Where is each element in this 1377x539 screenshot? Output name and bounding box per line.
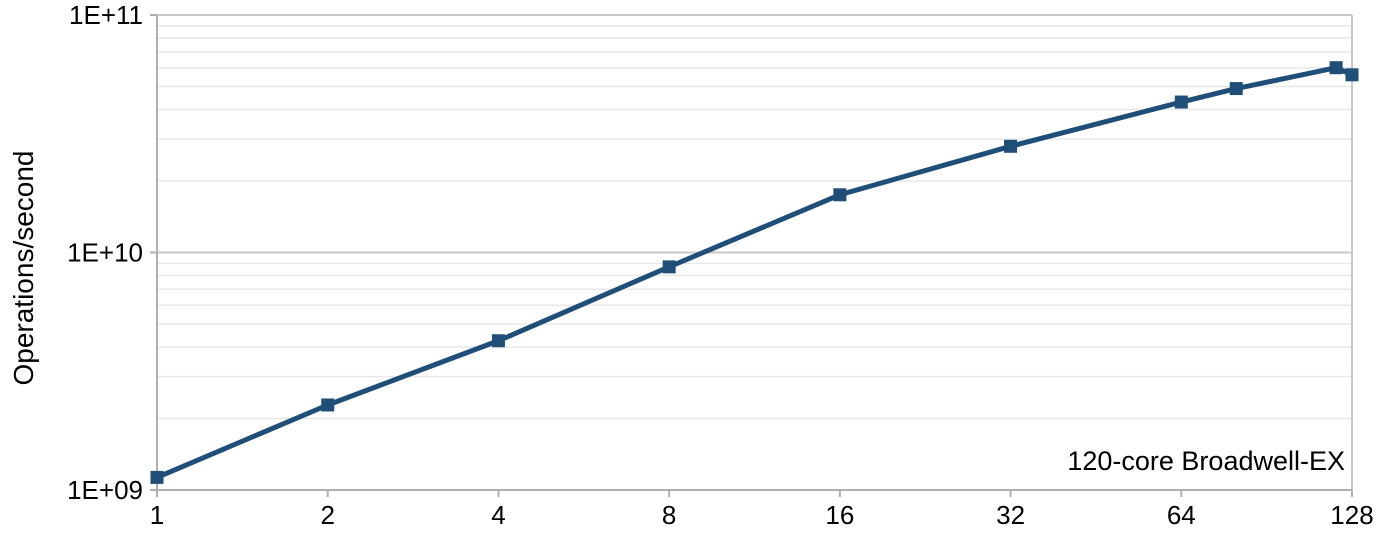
x-tick-label: 128 — [1330, 500, 1373, 530]
data-point — [1329, 61, 1343, 75]
x-tick-label: 64 — [1167, 500, 1196, 530]
y-axis-title: Operations/second — [8, 150, 39, 386]
x-tick-label: 2 — [320, 500, 334, 530]
y-tick-label: 1E+09 — [67, 475, 143, 505]
data-point — [1345, 68, 1359, 82]
y-tick-label: 1E+10 — [67, 238, 143, 268]
data-point — [150, 470, 164, 484]
data-point — [662, 260, 676, 274]
y-tick-label: 1E+11 — [69, 0, 143, 30]
x-tick-label: 32 — [996, 500, 1025, 530]
data-point — [833, 188, 847, 202]
x-tick-label: 4 — [491, 500, 505, 530]
x-tick-label: 1 — [150, 500, 164, 530]
x-tick-label: 8 — [662, 500, 676, 530]
data-point — [1174, 95, 1188, 109]
data-point — [321, 398, 335, 412]
chart-annotation: 120-core Broadwell-EX — [1067, 446, 1345, 476]
series-line — [154, 65, 1355, 480]
data-point — [491, 334, 505, 348]
x-tick-label: 16 — [825, 500, 854, 530]
data-point — [1229, 82, 1243, 96]
data-point — [1004, 139, 1018, 153]
